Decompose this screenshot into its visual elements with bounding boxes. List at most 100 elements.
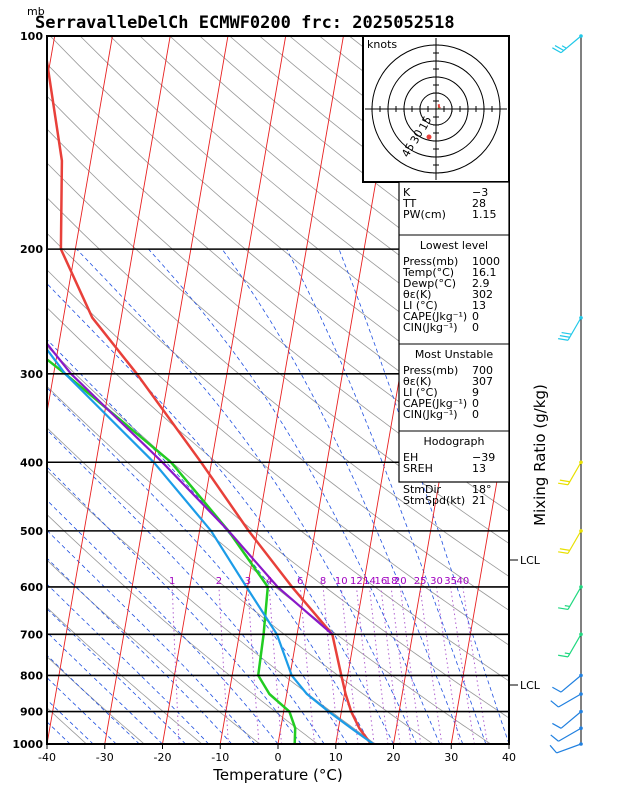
wind-barb-flag: [550, 734, 559, 742]
most-unstable-name: LI (°C): [403, 386, 438, 399]
lcl-label-lower: LCL: [520, 679, 541, 692]
mixing-ratio-label: 10: [335, 576, 348, 587]
dry-adiabat: [47, 162, 509, 544]
most-unstable-value: 700: [472, 364, 493, 377]
most-unstable-header: Most Unstable: [415, 348, 494, 361]
wind-barb-flag: [558, 551, 569, 554]
hodograph-ring-label: 15: [416, 114, 434, 132]
chart-title: SerravalleDelCh ECMWF0200 frc: 202505251…: [35, 13, 455, 33]
mixing-ratio-line: [218, 586, 229, 744]
wind-barb-flag: [564, 652, 570, 655]
lowest-level-value: 0: [472, 310, 479, 323]
moist-adiabat: [47, 429, 325, 744]
dry-adiabat: [47, 128, 509, 512]
lowest-level-name: θε(K): [403, 288, 431, 301]
hodograph-unit-label: knots: [367, 38, 397, 51]
wind-barb-shaft: [558, 727, 582, 742]
pressure-tick-label: 900: [20, 706, 43, 719]
index-value: 1.15: [472, 208, 497, 221]
hodograph-ring-label: 30: [408, 127, 426, 145]
lowest-level-name: CAPE(Jkg⁻¹): [403, 310, 467, 323]
most-unstable-value: 307: [472, 375, 493, 388]
mixing-ratio-line: [390, 586, 412, 744]
hodograph-box-name: SREH: [403, 462, 433, 475]
mixing-ratio-label: 1: [169, 576, 175, 587]
hodograph-trace-mid: [437, 104, 441, 109]
hodograph-box-value: 21: [472, 494, 486, 507]
temperature-tick-label: 20: [387, 751, 401, 764]
mixing-ratio-label: 35: [444, 576, 457, 587]
profile-wetbulb: [47, 347, 374, 744]
lowest-level-name: CIN(Jkg⁻¹): [403, 321, 458, 334]
mixing-ratio-label: 30: [430, 576, 443, 587]
wind-barb-shaft: [560, 711, 582, 729]
isotherm: [508, 741, 509, 744]
moist-adiabat: [286, 248, 487, 744]
dry-adiabat: [47, 385, 492, 744]
pressure-tick-label: 500: [20, 525, 43, 538]
pressure-tick-label: 100: [20, 30, 43, 43]
wind-barb-shaft: [567, 461, 582, 486]
mixing-ratio-label: 12: [350, 576, 363, 587]
lowest-level-name: LI (°C): [403, 299, 438, 312]
pressure-tick-label: 800: [20, 669, 43, 682]
hodograph-box-name: StmDir: [403, 483, 442, 496]
mixing-ratio-label: 2: [216, 576, 222, 587]
lowest-level-value: 0: [472, 321, 479, 334]
most-unstable-name: θε(K): [403, 375, 431, 388]
indices-panel: K −3 TT 28 PW(cm) 1.15 Lowest level Press(mb) 10…: [398, 181, 510, 507]
mixing-ratio-label: 16: [375, 576, 388, 587]
moist-adiabat: [47, 466, 302, 744]
pressure-tick-label: 600: [20, 581, 43, 594]
hodograph-box-name: EH: [403, 451, 418, 464]
profile-dewpoint: [47, 357, 297, 744]
lowest-level-value: 13: [472, 299, 486, 312]
most-unstable-name: Press(mb): [403, 364, 458, 377]
moist-adiabat: [76, 248, 417, 744]
isotherm: [450, 409, 509, 744]
dry-adiabat: [47, 95, 509, 481]
temperature-tick-label: 40: [502, 751, 516, 764]
wind-barb-flag: [558, 482, 569, 486]
dry-adiabat: [47, 197, 509, 577]
wind-barb-shaft: [558, 693, 582, 708]
mixing-ratio-line: [380, 586, 401, 744]
mixing-ratio-label: 8: [320, 576, 326, 587]
wind-barb-shaft: [567, 586, 582, 610]
temperature-tick-label: -20: [154, 751, 172, 764]
lowest-level-name: Temp(°C): [402, 266, 454, 279]
lowest-level-value: 302: [472, 288, 493, 301]
wind-barb-shaft: [567, 530, 582, 554]
dry-adiabat: [47, 469, 376, 744]
lcl-markers: LCL LCL: [509, 554, 541, 692]
profile-temperature: [47, 53, 373, 744]
isotherm: [104, 36, 229, 744]
background-lines: [47, 36, 509, 744]
wind-barb-shaft: [560, 674, 582, 693]
isotherm: [47, 36, 171, 744]
mixing-ratio-line: [462, 586, 488, 744]
moist-adiabat: [47, 283, 394, 744]
wind-barb-shaft: [556, 743, 582, 754]
index-value: −3: [472, 186, 488, 199]
temperature-axis: -40 -30 -20 -10 0 10 20 30 40: [38, 744, 516, 764]
isotherm: [162, 36, 287, 744]
dry-adiabat: [47, 559, 261, 744]
lowest-level-name: Dewp(°C): [403, 277, 456, 290]
dry-adiabat: [47, 269, 509, 646]
dry-adiabat: [47, 707, 87, 744]
pressure-tick-label: 200: [20, 243, 43, 256]
dry-adiabat: [47, 345, 509, 719]
wind-barb-flag: [561, 45, 567, 49]
mixing-ratio-label: 18: [385, 576, 398, 587]
wind-barb-flag: [549, 744, 558, 754]
moist-adiabat: [47, 387, 348, 744]
wind-barb-flag: [550, 700, 559, 708]
wind-barb-flag: [561, 331, 572, 335]
most-unstable-value: 0: [472, 397, 479, 410]
pressure-unit-label: mb: [27, 5, 45, 18]
mixing-ratio-line: [419, 586, 443, 744]
